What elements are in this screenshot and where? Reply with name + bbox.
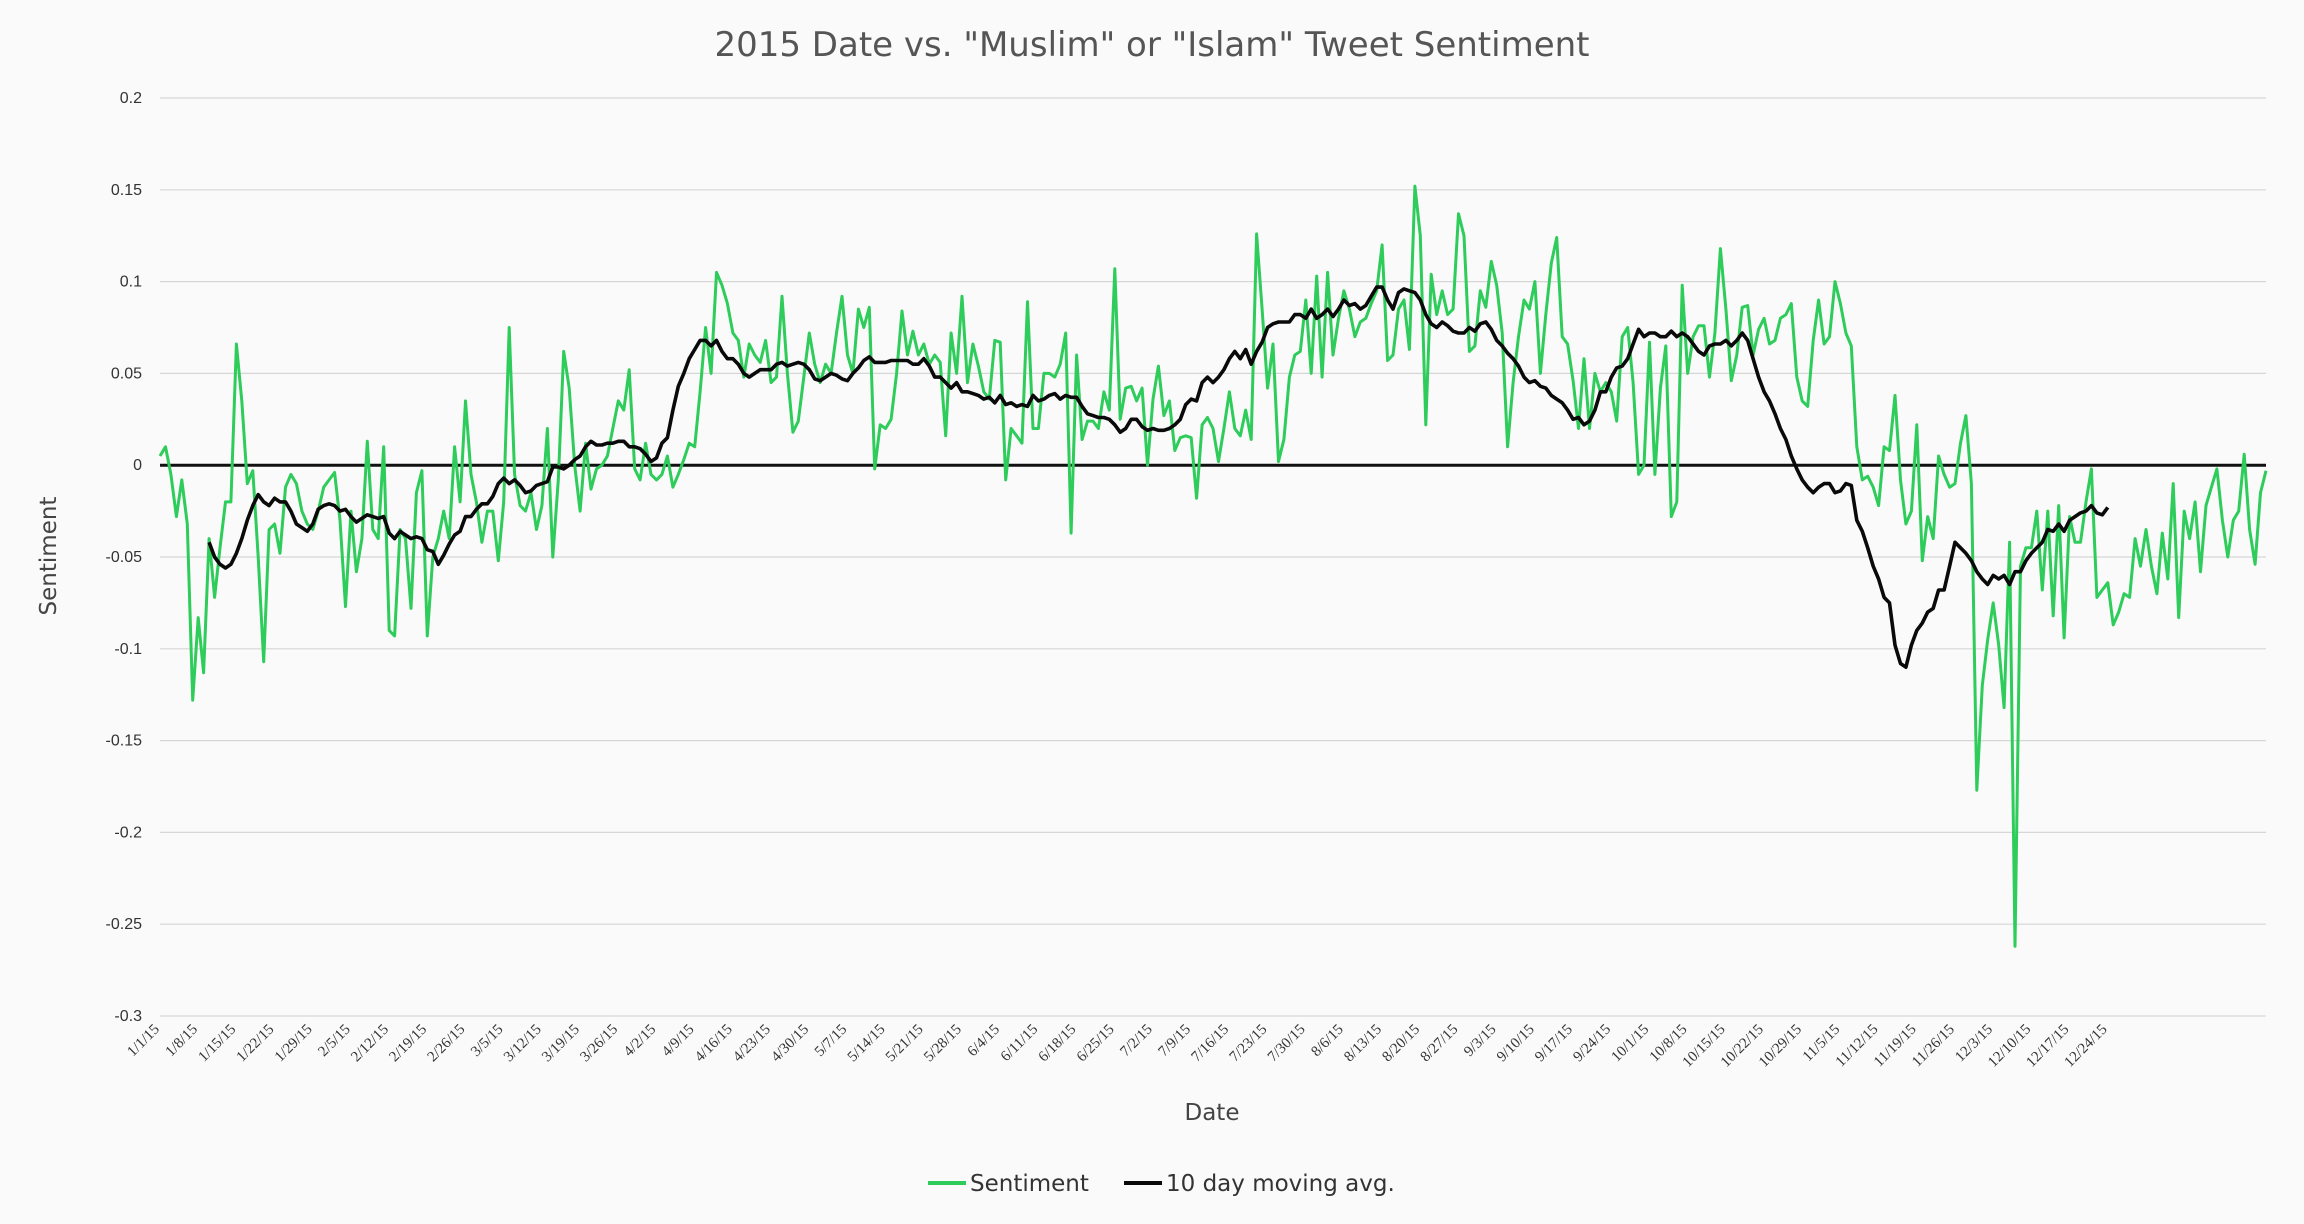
y-tick-label: -0.15 <box>106 733 143 750</box>
x-tick-label: 3/26/15 <box>577 1022 621 1066</box>
x-tick-label: 4/30/15 <box>768 1022 812 1066</box>
x-tick-label: 12/24/15 <box>2062 1022 2111 1071</box>
x-tick-label: 3/12/15 <box>501 1022 545 1066</box>
legend-label-moving-avg: 10 day moving avg. <box>1166 1171 1395 1197</box>
y-tick-label: 0.15 <box>111 182 142 199</box>
x-axis-ticks: 1/1/15 1/8/151/15/151/22/151/29/15 2/5/152… <box>124 1022 2110 1071</box>
x-tick-label: 9/17/15 <box>1532 1022 1576 1066</box>
x-tick-label: 4/23/15 <box>730 1022 774 1066</box>
x-tick-label: 3/19/15 <box>539 1022 583 1066</box>
x-tick-label: 11/26/15 <box>1909 1022 1958 1071</box>
y-tick-label: -0.2 <box>114 824 142 841</box>
x-tick-label: 2/26/15 <box>425 1022 469 1066</box>
x-tick-label: 6/25/15 <box>1074 1022 1118 1066</box>
x-tick-label: 7/16/15 <box>1188 1022 1232 1066</box>
x-tick-label: 9/24/15 <box>1570 1022 1614 1066</box>
x-tick-label: 10/1/15 <box>1609 1022 1653 1066</box>
x-tick-label: 2/19/15 <box>386 1022 430 1066</box>
x-tick-label: 5/14/15 <box>845 1022 889 1066</box>
x-tick-label: 5/21/15 <box>883 1022 927 1066</box>
legend: Sentiment 10 day moving avg. <box>928 1171 1395 1197</box>
x-tick-label: 9/10/15 <box>1494 1022 1538 1066</box>
y-tick-label: 0 <box>133 457 142 474</box>
x-tick-label: 7/30/15 <box>1265 1022 1309 1066</box>
y-tick-label: -0.1 <box>114 641 142 658</box>
x-tick-label: 1/15/15 <box>195 1022 239 1066</box>
x-tick-label: 8/13/15 <box>1341 1022 1385 1066</box>
x-tick-label: 6/18/15 <box>1036 1022 1080 1066</box>
y-tick-label: 0.1 <box>120 274 142 291</box>
series-line-moving-avg <box>207 285 2110 669</box>
y-tick-label: -0.3 <box>114 1008 142 1025</box>
x-tick-label: 4/2/15 <box>621 1022 659 1060</box>
x-tick-label: 5/28/15 <box>921 1022 965 1066</box>
series-line-sentiment <box>158 184 2268 948</box>
y-axis-ticks: 0.2 0.15 0.1 0.05 0 -0.05 -0.1 -0.15 -0.2 -0.25 -0… <box>106 90 143 1025</box>
x-tick-label: 8/20/15 <box>1379 1022 1423 1066</box>
x-tick-label: 10/29/15 <box>1756 1022 1805 1071</box>
y-tick-label: 0.2 <box>120 90 142 107</box>
y-tick-label: -0.05 <box>106 549 143 566</box>
y-tick-label: -0.25 <box>106 916 143 933</box>
x-tick-label: 1/1/15 <box>124 1022 162 1060</box>
legend-label-sentiment: Sentiment <box>970 1171 1089 1197</box>
y-tick-label: 0.05 <box>111 365 142 382</box>
x-tick-label: 7/23/15 <box>1227 1022 1271 1066</box>
x-tick-label: 2/12/15 <box>348 1022 392 1066</box>
x-axis-label: Date <box>1185 1100 1240 1126</box>
x-tick-label: 1/29/15 <box>272 1022 316 1066</box>
x-tick-label: 8/27/15 <box>1418 1022 1462 1066</box>
x-tick-label: 7/2/15 <box>1117 1022 1155 1060</box>
x-tick-label: 1/22/15 <box>234 1022 278 1066</box>
y-axis-label: Sentiment <box>36 497 62 616</box>
chart-title: 2015 Date vs. "Muslim" or "Islam" Tweet … <box>714 25 1589 65</box>
x-tick-label: 4/16/15 <box>692 1022 736 1066</box>
x-tick-label: 6/11/15 <box>998 1022 1041 1065</box>
